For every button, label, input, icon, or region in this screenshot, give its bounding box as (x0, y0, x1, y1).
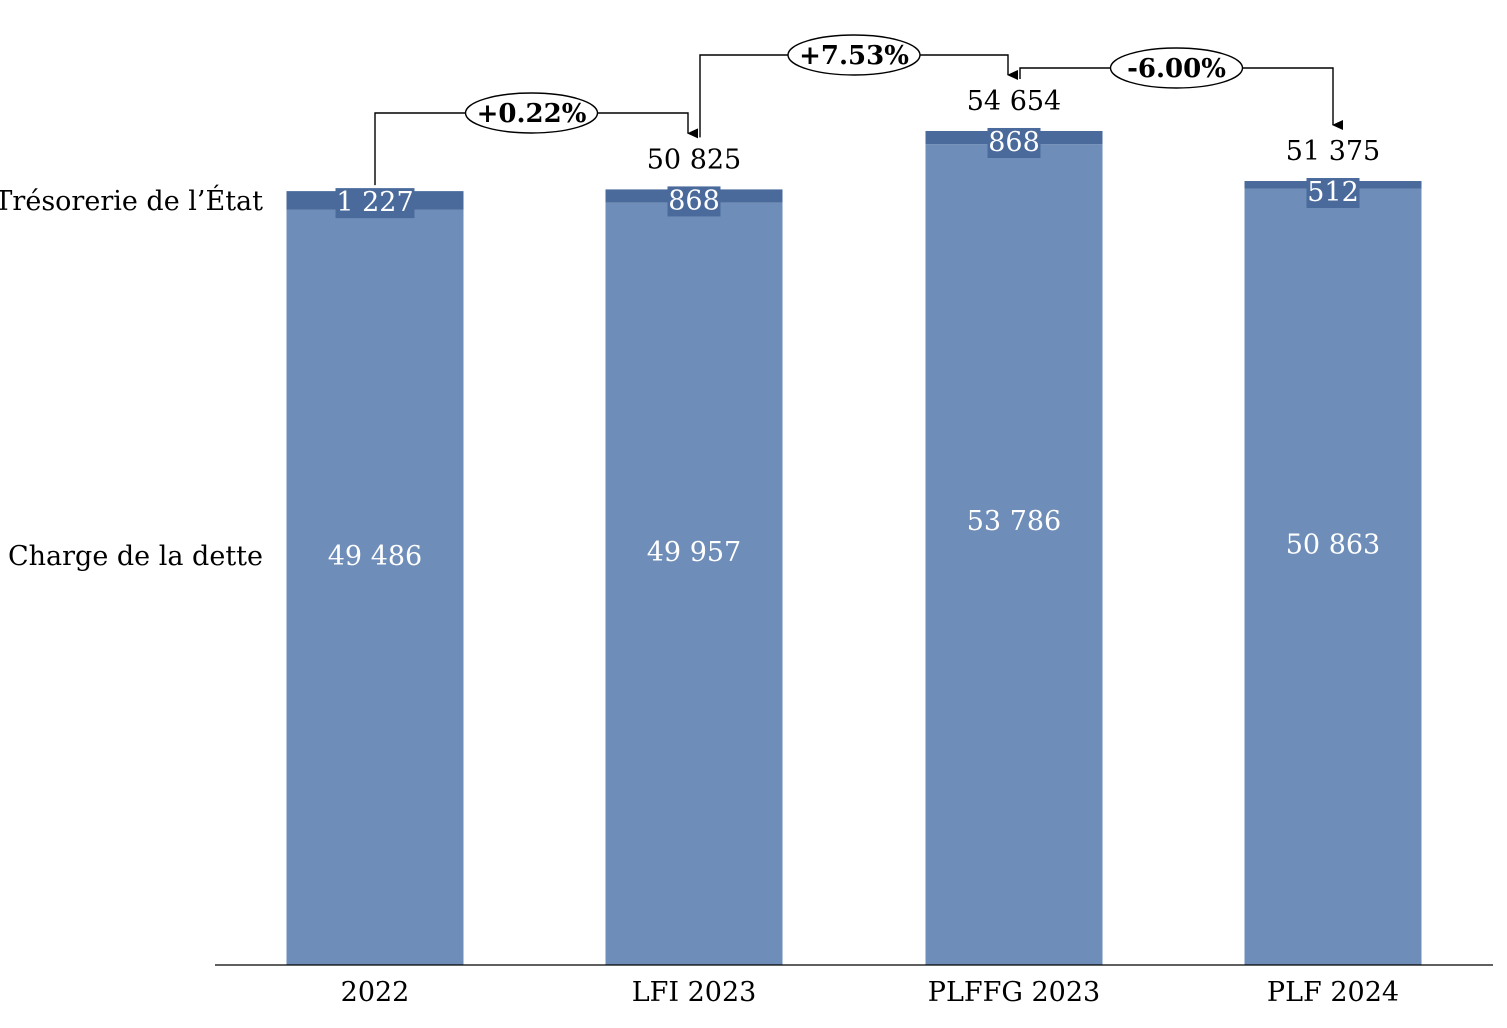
bar-charge-dette-0 (286, 209, 464, 966)
bar-charge-dette-3 (1244, 188, 1422, 965)
series-label-tresorerie: Trésorerie de l’État (0, 184, 263, 217)
charge-dette-value-2: 53 786 (967, 506, 1061, 537)
charge-dette-value-1: 49 957 (647, 537, 741, 568)
tresorerie-label-box-2 (987, 127, 1041, 158)
tresorerie-label-box-1 (667, 186, 721, 217)
tresorerie-value-1: 868 (668, 185, 720, 216)
tresorerie-label-box-3 (1306, 178, 1360, 209)
x-tick-label-2: PLFFG 2023 (928, 977, 1100, 1008)
x-tick-label-3: PLF 2024 (1267, 977, 1399, 1008)
tresorerie-value-2: 868 (988, 127, 1040, 158)
series-label-charge-dette: Charge de la dette (8, 541, 263, 572)
tresorerie-value-0: 1 227 (336, 187, 413, 218)
x-tick-label-0: 2022 (341, 977, 410, 1008)
charge-dette-value-3: 50 863 (1286, 530, 1380, 561)
charge-dette-value-0: 49 486 (328, 541, 422, 572)
total-value-2: 54 654 (967, 86, 1061, 117)
change-label-1: +7.53% (799, 41, 909, 71)
total-value-1: 50 825 (647, 144, 741, 175)
change-label-0: +0.22% (477, 99, 587, 129)
x-tick-label-1: LFI 2023 (632, 977, 757, 1008)
bar-charge-dette-2 (925, 144, 1103, 965)
change-badge-1 (787, 34, 921, 76)
bar-charge-dette-1 (605, 202, 783, 965)
total-value-3: 51 375 (1286, 136, 1380, 167)
change-label-2: -6.00% (1127, 54, 1226, 84)
change-badge-0 (464, 92, 599, 134)
change-badge-2 (1109, 47, 1244, 89)
tresorerie-label-box-0 (335, 188, 415, 219)
tresorerie-value-3: 512 (1307, 177, 1359, 208)
